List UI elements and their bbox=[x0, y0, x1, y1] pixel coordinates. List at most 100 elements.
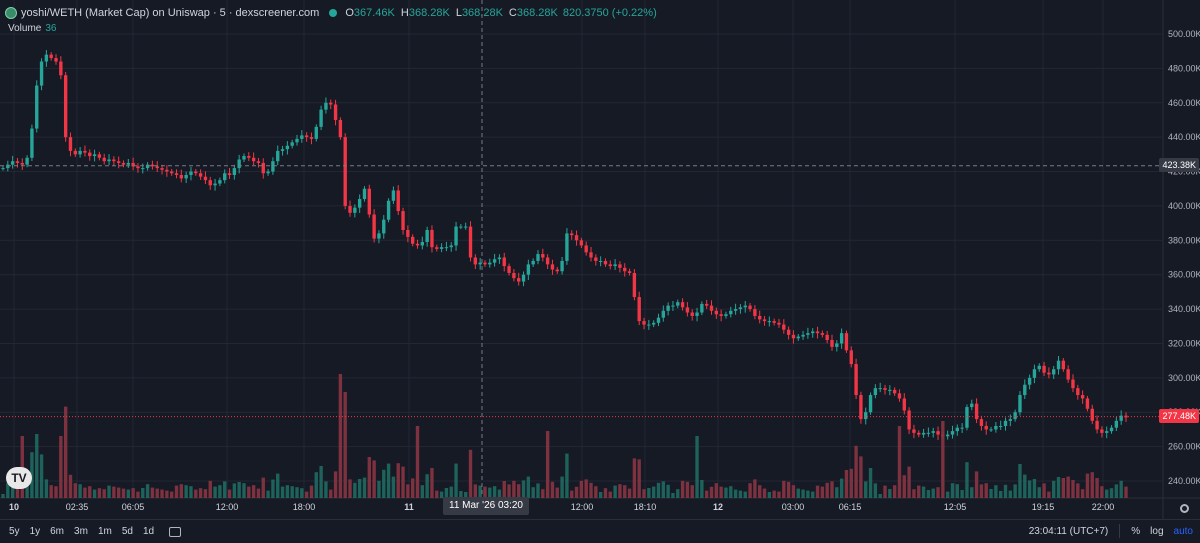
candle-body bbox=[237, 159, 241, 169]
y-tick-label: 380.00K bbox=[1168, 235, 1200, 245]
visibility-icon[interactable] bbox=[329, 9, 338, 17]
candle-body bbox=[314, 126, 318, 139]
volume-bar bbox=[801, 489, 805, 498]
volume-bar bbox=[223, 481, 227, 498]
volume-bar bbox=[738, 490, 743, 498]
candle-body bbox=[6, 164, 10, 169]
settings-button[interactable] bbox=[1168, 498, 1200, 519]
volume-bar bbox=[864, 481, 868, 498]
range-1m-button[interactable]: 1m bbox=[97, 526, 112, 537]
volume-bar bbox=[594, 486, 598, 498]
candle-body bbox=[1027, 377, 1032, 385]
range-3m-button[interactable]: 3m bbox=[74, 526, 88, 537]
volume-bar bbox=[589, 482, 593, 498]
x-tick-label: 18:10 bbox=[634, 502, 657, 512]
volume-bar bbox=[912, 489, 916, 498]
volume-bar bbox=[965, 462, 969, 498]
candle-body bbox=[960, 427, 964, 429]
volume-bar bbox=[483, 486, 487, 498]
volume-bar bbox=[68, 474, 73, 498]
candle-body bbox=[782, 324, 786, 330]
candle-body bbox=[473, 257, 478, 265]
log-toggle[interactable]: log bbox=[1150, 525, 1164, 537]
volume-bar bbox=[825, 482, 829, 498]
candle-body bbox=[107, 159, 111, 162]
volume-bar bbox=[30, 452, 34, 498]
candle-body bbox=[174, 173, 179, 175]
candle-body bbox=[150, 164, 155, 167]
volume-bar bbox=[685, 481, 690, 498]
auto-scale-toggle[interactable]: auto bbox=[1173, 525, 1193, 537]
candlestick-chart[interactable]: 500.00K480.00K460.00K440.00K420.00K400.0… bbox=[0, 0, 1200, 519]
candle-body bbox=[329, 102, 333, 105]
x-tick-label: 10 bbox=[9, 502, 19, 512]
candle-body bbox=[73, 150, 77, 155]
candle-body bbox=[406, 229, 410, 237]
candle-body bbox=[497, 257, 502, 260]
candle-body bbox=[464, 226, 468, 228]
ohlc-low: L368.28K bbox=[455, 7, 503, 19]
tradingview-logo[interactable]: TV bbox=[6, 467, 32, 489]
ohlc-change: 820.3750 (+0.22%) bbox=[562, 7, 657, 19]
range-1d-button[interactable]: 1d bbox=[142, 526, 155, 537]
candle-body bbox=[213, 183, 217, 186]
volume-bar bbox=[396, 463, 400, 498]
candle-body bbox=[844, 333, 849, 351]
calendar-icon[interactable] bbox=[169, 526, 182, 537]
range-6m-button[interactable]: 6m bbox=[50, 526, 65, 537]
volume-bar bbox=[126, 489, 131, 498]
volume-bar bbox=[439, 491, 444, 498]
percent-toggle[interactable]: % bbox=[1131, 525, 1141, 537]
volume-bar bbox=[642, 489, 646, 498]
range-5y-button[interactable]: 5y bbox=[9, 526, 20, 537]
candle-body bbox=[994, 425, 998, 430]
y-tick-label: 320.00K bbox=[1168, 338, 1200, 348]
candle-body bbox=[415, 243, 420, 246]
candle-body bbox=[815, 331, 820, 334]
range-5d-button[interactable]: 5d bbox=[121, 526, 133, 537]
candle-body bbox=[883, 388, 887, 390]
clock-timezone[interactable]: 23:04:11 (UTC+7) bbox=[1028, 525, 1109, 537]
candle-body bbox=[574, 235, 579, 241]
volume-bar bbox=[1071, 480, 1075, 498]
volume-bar bbox=[839, 478, 844, 498]
volume-bar bbox=[994, 485, 998, 498]
volume-bar bbox=[406, 484, 410, 498]
candle-body bbox=[888, 389, 892, 391]
candle-body bbox=[271, 161, 275, 172]
candle-body bbox=[483, 262, 487, 265]
volume-bar bbox=[632, 458, 637, 498]
candle-body bbox=[656, 317, 661, 323]
volume-bar bbox=[141, 488, 145, 498]
volume-bar bbox=[960, 490, 964, 498]
volume-bar bbox=[136, 491, 140, 498]
volume-bar bbox=[121, 488, 126, 498]
candle-body bbox=[309, 137, 314, 139]
volume-bar bbox=[733, 489, 738, 498]
candle-body bbox=[565, 233, 569, 261]
volume-bar bbox=[247, 486, 251, 498]
x-tick-label: 18:00 bbox=[293, 502, 316, 512]
volume-bar bbox=[970, 487, 974, 498]
candle-body bbox=[603, 260, 608, 265]
candle-body bbox=[811, 331, 815, 334]
candle-body bbox=[965, 407, 969, 428]
candle-body bbox=[902, 398, 906, 411]
volume-bar bbox=[772, 490, 776, 498]
candle-body bbox=[54, 58, 58, 62]
volume-bar bbox=[550, 481, 555, 498]
candle-body bbox=[179, 174, 184, 179]
volume-bar bbox=[391, 476, 396, 498]
candle-body bbox=[208, 180, 212, 186]
volume-bar bbox=[830, 481, 834, 498]
volume-bar bbox=[430, 468, 434, 498]
y-tick-label: 300.00K bbox=[1168, 373, 1200, 383]
volume-bar bbox=[907, 466, 911, 498]
candle-body bbox=[251, 157, 256, 162]
candle-body bbox=[970, 403, 974, 408]
candle-body bbox=[984, 425, 988, 430]
volume-bar bbox=[627, 488, 632, 498]
candle-body bbox=[184, 174, 188, 179]
candle-body bbox=[897, 393, 902, 399]
range-1y-button[interactable]: 1y bbox=[29, 526, 41, 537]
